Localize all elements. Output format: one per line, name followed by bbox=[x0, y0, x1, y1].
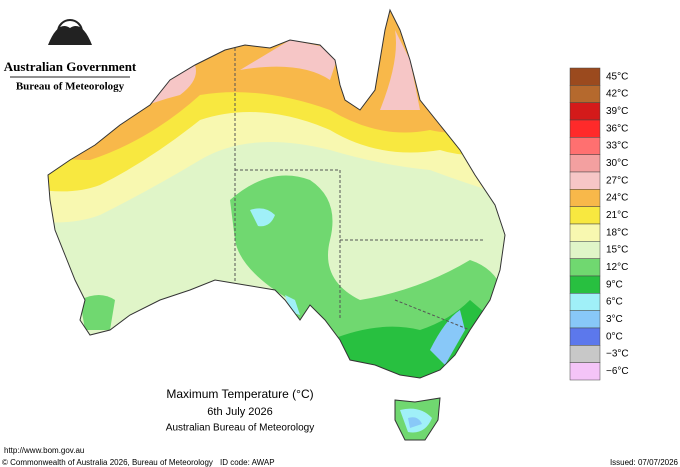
legend-swatch bbox=[569, 258, 601, 277]
copyright: © Commonwealth of Australia 2026, Bureau… bbox=[2, 458, 213, 467]
legend-swatch bbox=[569, 241, 601, 259]
legend-swatch bbox=[569, 206, 601, 225]
legend-swatch bbox=[569, 154, 601, 173]
map-source: Australian Bureau of Meteorology bbox=[166, 423, 314, 434]
legend-swatch bbox=[569, 310, 601, 329]
legend-label: 18°C bbox=[606, 227, 628, 238]
legend-swatch bbox=[569, 171, 601, 190]
map-date: 6th July 2026 bbox=[207, 406, 272, 418]
legend-label: 3°C bbox=[606, 314, 623, 325]
legend-swatch bbox=[569, 275, 601, 294]
legend-label: 9°C bbox=[606, 279, 623, 290]
url: http://www.bom.gov.au bbox=[4, 446, 84, 455]
legend-swatch bbox=[569, 102, 601, 121]
legend-swatch bbox=[569, 327, 601, 346]
legend-swatch bbox=[569, 345, 601, 363]
legend-label: 12°C bbox=[606, 262, 628, 273]
tasmania bbox=[395, 398, 440, 440]
legend-label: 42°C bbox=[606, 89, 628, 100]
government-name: Australian Government bbox=[4, 59, 137, 74]
legend-label: 39°C bbox=[606, 106, 628, 117]
legend-swatch bbox=[569, 293, 601, 311]
legend-label: 15°C bbox=[606, 245, 628, 256]
legend-label: 36°C bbox=[606, 123, 628, 134]
legend-label: 6°C bbox=[606, 297, 623, 308]
legend-label: 33°C bbox=[606, 141, 628, 152]
logo: Australian Government Bureau of Meteorol… bbox=[4, 19, 137, 93]
legend-label: 27°C bbox=[606, 175, 628, 186]
id-code: ID code: AWAP bbox=[220, 458, 275, 467]
legend-label: −3°C bbox=[606, 349, 629, 360]
legend: 45°C 42°C 39°C 36°C 33°C 30°C 27°C 24°C 21°C 18°C… bbox=[569, 67, 629, 381]
tasmania-outline bbox=[394, 397, 441, 441]
legend-label: 24°C bbox=[606, 193, 628, 204]
legend-swatch bbox=[569, 137, 601, 155]
legend-label: 30°C bbox=[606, 158, 628, 169]
legend-label: −6°C bbox=[606, 366, 629, 377]
agency-name: Bureau of Meteorology bbox=[16, 81, 125, 93]
legend-swatch bbox=[569, 189, 601, 207]
legend-label: 0°C bbox=[606, 331, 623, 342]
legend-label: 21°C bbox=[606, 210, 628, 221]
issued: Issued: 07/07/2026 bbox=[610, 458, 679, 467]
legend-swatch bbox=[569, 85, 601, 103]
legend-swatch bbox=[569, 67, 601, 86]
legend-swatch bbox=[569, 223, 601, 242]
legend-swatch bbox=[569, 362, 601, 381]
legend-swatch bbox=[569, 119, 601, 138]
state-borders bbox=[234, 48, 485, 331]
legend-label: 45°C bbox=[606, 71, 628, 82]
map-title: Maximum Temperature (°C) bbox=[166, 387, 313, 401]
